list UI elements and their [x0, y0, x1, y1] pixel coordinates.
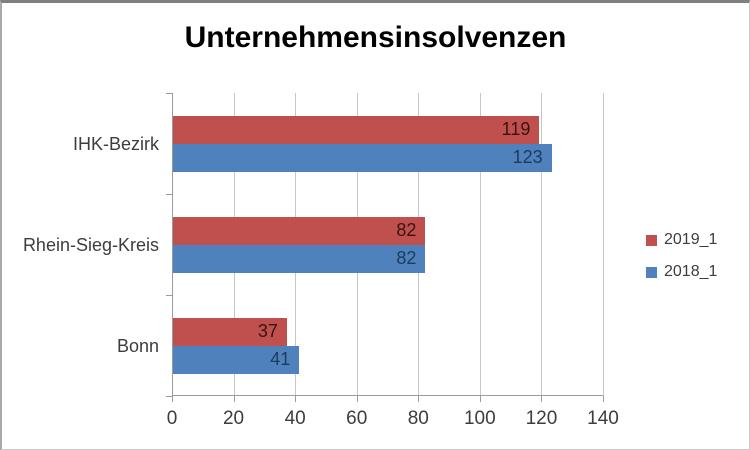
x-tick-0 — [172, 396, 173, 402]
x-tick-label-120: 120 — [525, 408, 558, 429]
x-tick-20 — [233, 396, 235, 402]
plot-area: 0 20 40 60 80 100 120 140 119 123 IHK-Bezirk 82 82 Rh… — [23, 93, 619, 429]
data-label: 41 — [270, 349, 291, 369]
y-axis-line — [172, 93, 173, 396]
x-tick-label-80: 80 — [407, 408, 429, 429]
y-tick-2 — [166, 295, 172, 296]
legend-swatch-icon — [646, 234, 657, 246]
y-tick-0 — [166, 93, 172, 94]
x-tick-label-60: 60 — [346, 408, 368, 429]
chart-title: Unternehmensinsolvenzen — [184, 21, 567, 54]
x-tick-140 — [603, 396, 604, 402]
x-tick-label-0: 0 — [166, 408, 178, 429]
legend-swatch-icon — [646, 266, 657, 278]
legend-label: 2019_1 — [664, 231, 718, 248]
x-tick-label-100: 100 — [463, 408, 496, 429]
bar-2018_1-Bonn: 41 — [173, 345, 300, 374]
data-label: 37 — [257, 321, 278, 341]
y-tick-3 — [166, 396, 172, 397]
data-label: 123 — [512, 147, 543, 167]
data-label: 82 — [396, 220, 417, 240]
category-label-2: Bonn — [116, 335, 159, 356]
x-tick-label-20: 20 — [222, 408, 245, 429]
data-label: 82 — [396, 248, 417, 268]
bar-2019_1-Rhein-Sieg-Kreis: 82 — [173, 216, 426, 245]
x-tick-80 — [418, 396, 420, 402]
x-tick-label-40: 40 — [284, 408, 306, 429]
x-tick-60 — [356, 396, 358, 402]
legend-label: 2018_1 — [664, 263, 718, 280]
category-label-0: IHK-Bezirk — [72, 133, 159, 154]
y-tick-1 — [166, 194, 172, 195]
x-tick-label-140: 140 — [587, 408, 619, 429]
x-tick-100 — [479, 396, 481, 402]
gridline-100 — [479, 93, 481, 396]
x-axis-line — [172, 395, 603, 396]
gridline-140 — [603, 93, 604, 396]
legend: 2019_1 2018_1 — [646, 231, 717, 281]
legend-item-2018_1: 2018_1 — [646, 263, 717, 281]
bar-2019_1-Bonn: 37 — [173, 317, 287, 346]
bar-2018_1-Rhein-Sieg-Kreis: 82 — [173, 244, 426, 273]
gridline-120 — [541, 93, 543, 396]
data-label: 119 — [501, 119, 531, 139]
bar-2019_1-IHK-Bezirk: 119 — [173, 115, 540, 144]
legend-item-2019_1: 2019_1 — [646, 231, 717, 249]
x-tick-120 — [541, 396, 543, 402]
category-label-1: Rhein-Sieg-Kreis — [22, 234, 159, 255]
x-tick-40 — [295, 396, 297, 402]
bar-2018_1-IHK-Bezirk: 123 — [173, 143, 552, 172]
